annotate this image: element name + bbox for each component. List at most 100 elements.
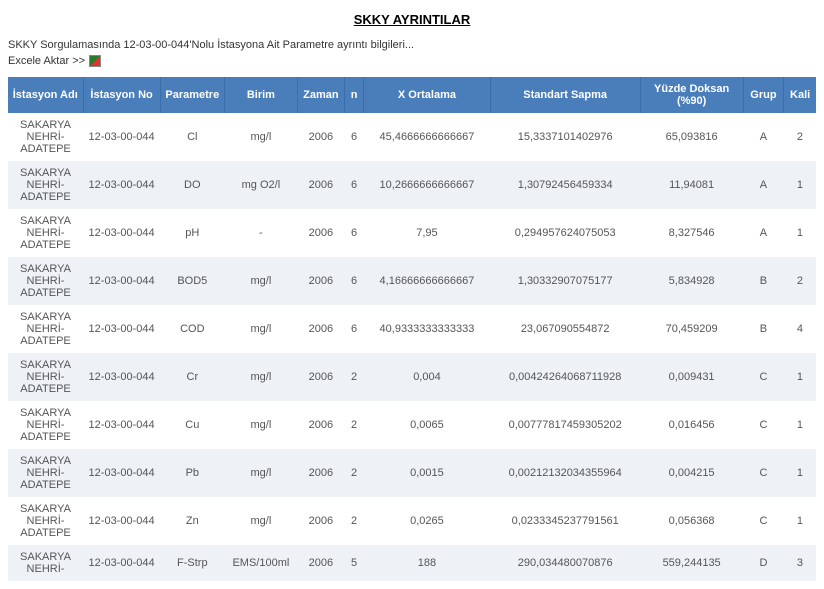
cell-n: 6 — [344, 209, 363, 257]
cell-kali: 4 — [784, 305, 816, 353]
cell-grup: B — [743, 257, 784, 305]
cell-n: 2 — [344, 497, 363, 545]
cell-xort: 40,9333333333333 — [364, 305, 490, 353]
cell-istasyon_adi: SAKARYA NEHRİ-ADATEPE — [8, 161, 83, 209]
cell-birim: mg/l — [224, 449, 297, 497]
cell-zaman: 2006 — [297, 401, 344, 449]
cell-birim: mg O2/l — [224, 161, 297, 209]
cell-std: 0,294957624075053 — [490, 209, 640, 257]
cell-istasyon_adi: SAKARYA NEHRİ- — [8, 545, 83, 581]
excel-icon[interactable] — [89, 55, 101, 67]
cell-std: 15,3337101402976 — [490, 113, 640, 161]
page-title: SKKY AYRINTILAR — [8, 12, 816, 27]
cell-istasyon_no: 12-03-00-044 — [83, 113, 160, 161]
cell-parametre: Zn — [160, 497, 224, 545]
cell-istasyon_adi: SAKARYA NEHRİ-ADATEPE — [8, 497, 83, 545]
table-row: SAKARYA NEHRİ-ADATEPE12-03-00-044Pbmg/l2… — [8, 449, 816, 497]
col-pct90[interactable]: Yüzde Doksan (%90) — [640, 77, 743, 113]
cell-pct90: 559,244135 — [640, 545, 743, 581]
cell-zaman: 2006 — [297, 113, 344, 161]
cell-grup: C — [743, 449, 784, 497]
col-std[interactable]: Standart Sapma — [490, 77, 640, 113]
cell-std: 0,00424264068711928 — [490, 353, 640, 401]
col-xort[interactable]: X Ortalama — [364, 77, 490, 113]
cell-n: 2 — [344, 449, 363, 497]
cell-std: 1,30332907075177 — [490, 257, 640, 305]
cell-xort: 0,0015 — [364, 449, 490, 497]
cell-kali: 1 — [784, 401, 816, 449]
cell-xort: 0,004 — [364, 353, 490, 401]
cell-kali: 1 — [784, 161, 816, 209]
cell-kali: 1 — [784, 209, 816, 257]
cell-birim: mg/l — [224, 401, 297, 449]
cell-grup: A — [743, 209, 784, 257]
cell-birim: mg/l — [224, 257, 297, 305]
cell-pct90: 0,016456 — [640, 401, 743, 449]
cell-kali: 2 — [784, 113, 816, 161]
cell-pct90: 0,009431 — [640, 353, 743, 401]
cell-istasyon_no: 12-03-00-044 — [83, 353, 160, 401]
cell-grup: B — [743, 305, 784, 353]
page-subtitle: SKKY Sorgulamasında 12-03-00-044'Nolu İs… — [8, 39, 816, 51]
cell-pct90: 65,093816 — [640, 113, 743, 161]
cell-pct90: 5,834928 — [640, 257, 743, 305]
cell-parametre: COD — [160, 305, 224, 353]
cell-n: 6 — [344, 161, 363, 209]
cell-birim: mg/l — [224, 353, 297, 401]
cell-birim: mg/l — [224, 497, 297, 545]
table-row: SAKARYA NEHRİ-ADATEPE12-03-00-044Clmg/l2… — [8, 113, 816, 161]
cell-n: 6 — [344, 113, 363, 161]
cell-xort: 188 — [364, 545, 490, 581]
cell-grup: A — [743, 161, 784, 209]
cell-birim: mg/l — [224, 305, 297, 353]
cell-parametre: DO — [160, 161, 224, 209]
cell-zaman: 2006 — [297, 449, 344, 497]
cell-std: 290,034480070876 — [490, 545, 640, 581]
cell-zaman: 2006 — [297, 161, 344, 209]
col-zaman[interactable]: Zaman — [297, 77, 344, 113]
cell-istasyon_adi: SAKARYA NEHRİ-ADATEPE — [8, 305, 83, 353]
cell-parametre: F-Strp — [160, 545, 224, 581]
export-excel-link[interactable]: Excele Aktar >> — [8, 55, 85, 67]
cell-istasyon_no: 12-03-00-044 — [83, 449, 160, 497]
col-kali[interactable]: Kali — [784, 77, 816, 113]
cell-zaman: 2006 — [297, 545, 344, 581]
table-header-row: İstasyon Adı İstasyon No Parametre Birim… — [8, 77, 816, 113]
cell-std: 1,30792456459334 — [490, 161, 640, 209]
cell-n: 2 — [344, 401, 363, 449]
col-n[interactable]: n — [344, 77, 363, 113]
table-row: SAKARYA NEHRİ-ADATEPE12-03-00-044Crmg/l2… — [8, 353, 816, 401]
cell-std: 0,0233345237791561 — [490, 497, 640, 545]
cell-n: 6 — [344, 305, 363, 353]
cell-istasyon_no: 12-03-00-044 — [83, 401, 160, 449]
cell-n: 2 — [344, 353, 363, 401]
col-istasyon-no[interactable]: İstasyon No — [83, 77, 160, 113]
col-parametre[interactable]: Parametre — [160, 77, 224, 113]
cell-istasyon_adi: SAKARYA NEHRİ-ADATEPE — [8, 113, 83, 161]
cell-xort: 45,4666666666667 — [364, 113, 490, 161]
cell-birim: mg/l — [224, 113, 297, 161]
table-row: SAKARYA NEHRİ-ADATEPE12-03-00-044BOD5mg/… — [8, 257, 816, 305]
cell-parametre: Cu — [160, 401, 224, 449]
cell-birim: EMS/100ml — [224, 545, 297, 581]
col-grup[interactable]: Grup — [743, 77, 784, 113]
cell-zaman: 2006 — [297, 497, 344, 545]
cell-xort: 10,2666666666667 — [364, 161, 490, 209]
cell-zaman: 2006 — [297, 305, 344, 353]
cell-zaman: 2006 — [297, 257, 344, 305]
cell-pct90: 70,459209 — [640, 305, 743, 353]
cell-parametre: pH — [160, 209, 224, 257]
col-birim[interactable]: Birim — [224, 77, 297, 113]
col-istasyon-adi[interactable]: İstasyon Adı — [8, 77, 83, 113]
cell-kali: 1 — [784, 353, 816, 401]
cell-kali: 1 — [784, 497, 816, 545]
cell-istasyon_no: 12-03-00-044 — [83, 257, 160, 305]
cell-zaman: 2006 — [297, 209, 344, 257]
table-row: SAKARYA NEHRİ-12-03-00-044F-StrpEMS/100m… — [8, 545, 816, 581]
cell-istasyon_no: 12-03-00-044 — [83, 497, 160, 545]
cell-zaman: 2006 — [297, 353, 344, 401]
cell-kali: 3 — [784, 545, 816, 581]
cell-pct90: 11,94081 — [640, 161, 743, 209]
cell-grup: D — [743, 545, 784, 581]
cell-pct90: 0,004215 — [640, 449, 743, 497]
